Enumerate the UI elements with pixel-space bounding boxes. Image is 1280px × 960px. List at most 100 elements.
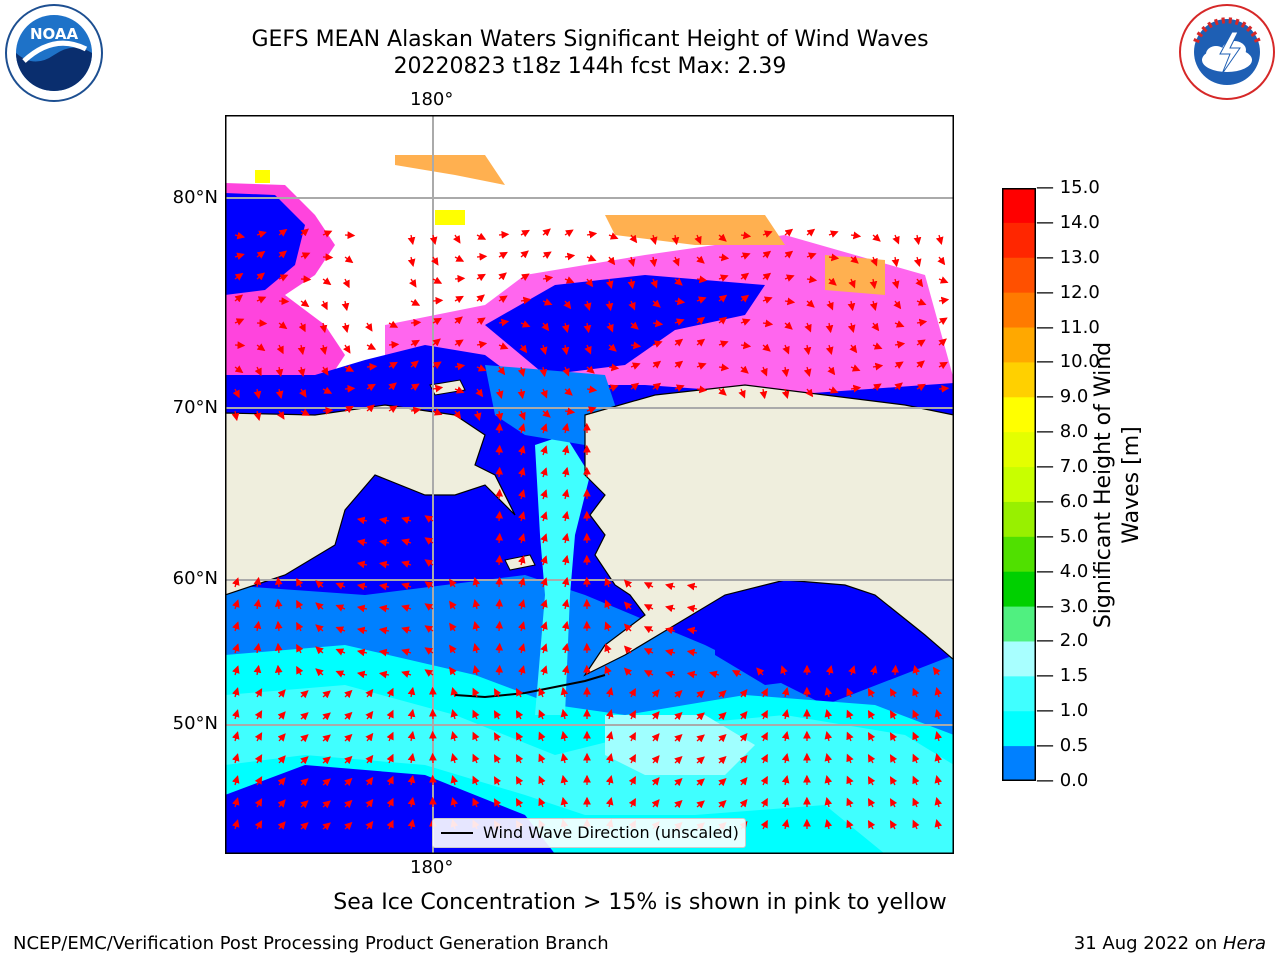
wind-wave-arrow [410,406,422,415]
wind-wave-arrow [784,297,796,306]
wind-wave-arrow [586,406,597,414]
wind-wave-arrow [454,362,466,371]
wind-wave-arrow [432,317,442,326]
wind-wave-arrow [686,648,698,657]
wind-wave-arrow [739,776,748,786]
wind-wave-arrow [891,664,900,676]
wind-wave-arrow [827,366,836,376]
wind-wave-arrow [378,560,390,569]
wind-wave-arrow [916,383,926,392]
wind-wave-arrow [517,577,526,588]
wind-wave-arrow [542,298,553,306]
wind-wave-arrow [297,344,306,356]
wind-wave-arrow [495,576,504,588]
wind-wave-arrow [891,256,900,268]
wind-wave-arrow [628,753,636,764]
wind-wave-arrow [872,383,882,391]
wind-wave-arrow [828,253,840,262]
wind-wave-arrow [344,255,354,264]
wind-wave-arrow [410,339,420,348]
colorbar-tick-label: — 10.0 [1036,351,1100,373]
run-machine: Hera [1222,933,1266,954]
wind-wave-arrow [517,621,526,632]
wind-wave-arrow [315,646,324,655]
wind-wave-arrow [584,344,592,355]
colorbar-tick-label: — 6.0 [1036,490,1089,512]
colorbar-segment [1002,746,1036,781]
wind-wave-arrow [762,250,772,259]
wind-wave-arrow [628,797,636,808]
wind-wave-arrow [407,234,416,246]
wind-wave-arrow [344,405,354,414]
wind-wave-arrow [401,516,412,524]
colorbar-segment [1002,641,1036,677]
wind-wave-arrow [696,275,708,284]
wind-wave-arrow [805,388,814,398]
lon-label-top: 180° [410,89,454,110]
wind-wave-arrow [560,686,569,698]
wind-wave-arrow [365,322,373,332]
wind-wave-arrow [867,753,876,764]
wind-wave-arrow [762,230,773,238]
wind-wave-arrow [472,577,481,588]
wind-wave-arrow [824,797,833,808]
wind-wave-arrow [315,602,324,611]
wind-wave-arrow [912,775,920,786]
wind-wave-arrow [938,338,947,347]
wind-wave-arrow [762,319,774,328]
wind-wave-arrow [627,256,636,267]
wind-wave-arrow [937,256,946,266]
wind-wave-arrow [520,296,532,305]
colorbar-segment [1002,711,1036,747]
colorbar-segment [1002,292,1036,329]
wind-wave-arrow [495,466,504,478]
wind-wave-arrow [803,366,812,377]
wind-wave-arrow [759,388,768,400]
wind-wave-arrow [607,256,616,266]
wind-wave-arrow [630,362,641,370]
wind-wave-arrow [824,687,833,698]
wind-wave-arrow [322,778,331,787]
wind-wave-arrow [540,423,548,434]
wind-wave-arrow [454,295,464,304]
wind-wave-arrow [781,709,790,720]
wind-wave-arrow [540,388,548,399]
wind-wave-arrow [493,798,502,808]
wind-wave-arrow [424,515,434,523]
wind-wave-arrow [760,775,768,786]
lon-label-bottom: 180° [410,857,454,878]
wind-wave-arrow [561,422,570,434]
wind-wave-arrow [519,344,528,354]
wind-wave-arrow [696,756,705,765]
wind-wave-arrow [518,410,526,421]
wind-wave-arrow [322,253,334,262]
colorbar-segment [1002,432,1036,468]
wind-wave-arrow [889,820,898,830]
wind-wave-arrow [871,322,880,332]
wind-wave-arrow [718,340,729,348]
colorbar-segment [1002,188,1036,224]
wind-wave-arrow [806,252,817,260]
wind-wave-arrow [401,538,412,546]
wind-wave-arrow [253,576,262,588]
wind-wave-arrow [760,366,768,377]
wind-wave-arrow [454,274,466,283]
wind-wave-arrow [674,318,685,326]
wind-wave-arrow [781,687,790,698]
wind-wave-arrow [254,366,262,377]
wind-wave-arrow [674,384,685,392]
wind-wave-arrow [322,277,332,286]
wind-wave-arrow [652,340,663,348]
wind-wave-arrow [781,753,790,764]
wind-wave-arrow [561,642,570,654]
wind-wave-arrow [386,753,394,764]
wind-wave-arrow [495,488,504,500]
wind-wave-arrow [407,256,416,267]
wind-wave-arrow [740,272,750,281]
wind-wave-arrow [296,599,304,610]
colorbar-tick-label: — 7.0 [1036,456,1089,478]
wind-wave-arrow [495,444,504,456]
wind-wave-arrow [386,731,394,742]
wind-wave-arrow [739,688,748,698]
wind-wave-arrow [696,296,707,304]
